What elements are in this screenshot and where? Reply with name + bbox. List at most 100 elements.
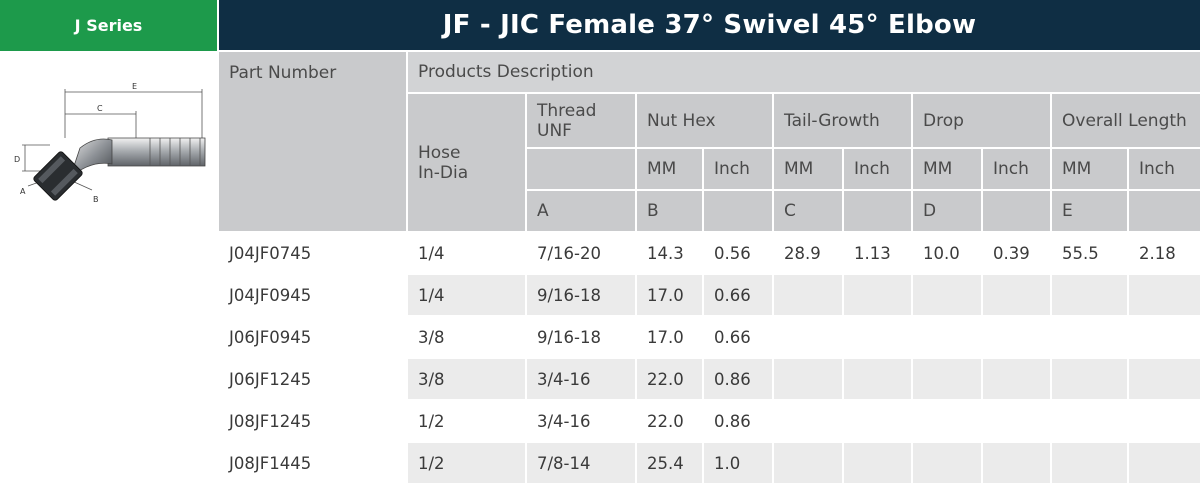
tail-growth-mm xyxy=(774,359,844,401)
tail-growth-header: Tail-Growth xyxy=(774,94,913,149)
tail-growth-mm xyxy=(774,443,844,485)
overall-length-inch xyxy=(1129,275,1200,317)
nut-inch-header: Inch xyxy=(704,149,774,191)
label-c: C xyxy=(97,104,103,113)
nut-hex-mm: 14.3 xyxy=(637,233,704,275)
nut-hex-inch: 1.0 xyxy=(704,443,774,485)
tail-growth-mm xyxy=(774,401,844,443)
nut-hex-mm: 22.0 xyxy=(637,359,704,401)
length-mm-header: MM xyxy=(1052,149,1129,191)
drop-mm xyxy=(913,317,983,359)
nut-hex-inch: 0.66 xyxy=(704,275,774,317)
part-number: J06JF0945 xyxy=(219,317,408,359)
label-d: D xyxy=(14,155,20,164)
part-number-header: Part Number xyxy=(219,52,408,233)
hose-size: 3/8 xyxy=(408,317,527,359)
hose-size: 1/4 xyxy=(408,233,527,275)
nut-hex-header: Nut Hex xyxy=(637,94,774,149)
overall-length-mm xyxy=(1052,401,1129,443)
tail-growth-inch xyxy=(844,359,913,401)
overall-length-mm: 55.5 xyxy=(1052,233,1129,275)
tail-growth-mm: 28.9 xyxy=(774,233,844,275)
nut-hex-inch: 0.86 xyxy=(704,401,774,443)
part-number: J04JF0945 xyxy=(219,275,408,317)
thread-unit-blank xyxy=(527,149,637,191)
drop-dim-blank xyxy=(983,191,1052,233)
overall-length-inch: 2.18 xyxy=(1129,233,1200,275)
nut-hex-mm: 22.0 xyxy=(637,401,704,443)
fitting-diagram: E C D A B xyxy=(14,82,206,204)
hose-size: 1/2 xyxy=(408,401,527,443)
part-number: J04JF0745 xyxy=(219,233,408,275)
overall-length-inch xyxy=(1129,401,1200,443)
nut-dim-letter: B xyxy=(637,191,704,233)
table-row: J08JF1445 1/2 7/8-14 25.4 1.0 xyxy=(219,443,1200,485)
thread-size: 3/4-16 xyxy=(527,401,637,443)
hose-header: Hose In-Dia xyxy=(408,94,527,233)
tail-growth-mm xyxy=(774,275,844,317)
nut-hex-inch: 0.66 xyxy=(704,317,774,359)
tail-growth-inch xyxy=(844,401,913,443)
tail-growth-mm xyxy=(774,317,844,359)
overall-length-inch xyxy=(1129,359,1200,401)
thread-size: 3/4-16 xyxy=(527,359,637,401)
tail-mm-header: MM xyxy=(774,149,844,191)
nut-hex-mm: 25.4 xyxy=(637,443,704,485)
thread-size: 7/8-14 xyxy=(527,443,637,485)
spec-table: Part Number Products Description Hose In-… xyxy=(219,52,1200,485)
tail-inch-header: Inch xyxy=(844,149,913,191)
part-number: J06JF1245 xyxy=(219,359,408,401)
thread-size: 9/16-18 xyxy=(527,317,637,359)
table-row: J08JF1245 1/2 3/4-16 22.0 0.86 xyxy=(219,401,1200,443)
overall-length-mm xyxy=(1052,443,1129,485)
overall-length-header: Overall Length xyxy=(1052,94,1200,149)
overall-length-inch xyxy=(1129,317,1200,359)
table-row: J04JF0745 1/4 7/16-20 14.3 0.56 28.9 1.13 10.0 0… xyxy=(219,233,1200,275)
tail-growth-inch xyxy=(844,317,913,359)
drop-inch: 0.39 xyxy=(983,233,1052,275)
overall-dim-letter: E xyxy=(1052,191,1129,233)
hose-size: 1/4 xyxy=(408,275,527,317)
nut-dim-blank xyxy=(704,191,774,233)
series-tab[interactable]: J Series xyxy=(0,0,217,50)
overall-length-mm xyxy=(1052,317,1129,359)
drop-mm-header: MM xyxy=(913,149,983,191)
tail-growth-inch: 1.13 xyxy=(844,233,913,275)
nut-hex-inch: 0.86 xyxy=(704,359,774,401)
drop-inch xyxy=(983,317,1052,359)
hose-size: 3/8 xyxy=(408,359,527,401)
thread-size: 7/16-20 xyxy=(527,233,637,275)
nut-hex-mm: 17.0 xyxy=(637,317,704,359)
tail-growth-inch xyxy=(844,443,913,485)
label-b: B xyxy=(93,195,99,204)
overall-length-mm xyxy=(1052,275,1129,317)
drop-inch xyxy=(983,443,1052,485)
label-a: A xyxy=(20,187,26,196)
nut-hex-mm: 17.0 xyxy=(637,275,704,317)
table-row: J06JF0945 3/8 9/16-18 17.0 0.66 xyxy=(219,317,1200,359)
thread-header: Thread UNF xyxy=(527,94,637,149)
length-inch-header: Inch xyxy=(1129,149,1200,191)
drop-header: Drop xyxy=(913,94,1052,149)
tail-dim-blank xyxy=(844,191,913,233)
drop-mm xyxy=(913,359,983,401)
nut-hex-inch: 0.56 xyxy=(704,233,774,275)
drop-inch-header: Inch xyxy=(983,149,1052,191)
part-number: J08JF1245 xyxy=(219,401,408,443)
drop-inch xyxy=(983,401,1052,443)
tail-growth-inch xyxy=(844,275,913,317)
series-tab-underline xyxy=(0,48,217,51)
drop-mm xyxy=(913,401,983,443)
thread-dim-letter: A xyxy=(527,191,637,233)
hose-size: 1/2 xyxy=(408,443,527,485)
tail-dim-letter: C xyxy=(774,191,844,233)
table-row: J06JF1245 3/8 3/4-16 22.0 0.86 xyxy=(219,359,1200,401)
overall-length-inch xyxy=(1129,443,1200,485)
thread-size: 9/16-18 xyxy=(527,275,637,317)
label-e: E xyxy=(132,82,137,91)
products-description-header: Products Description xyxy=(408,52,1200,94)
drop-dim-letter: D xyxy=(913,191,983,233)
drop-inch xyxy=(983,359,1052,401)
overall-length-mm xyxy=(1052,359,1129,401)
table-row: J04JF0945 1/4 9/16-18 17.0 0.66 xyxy=(219,275,1200,317)
